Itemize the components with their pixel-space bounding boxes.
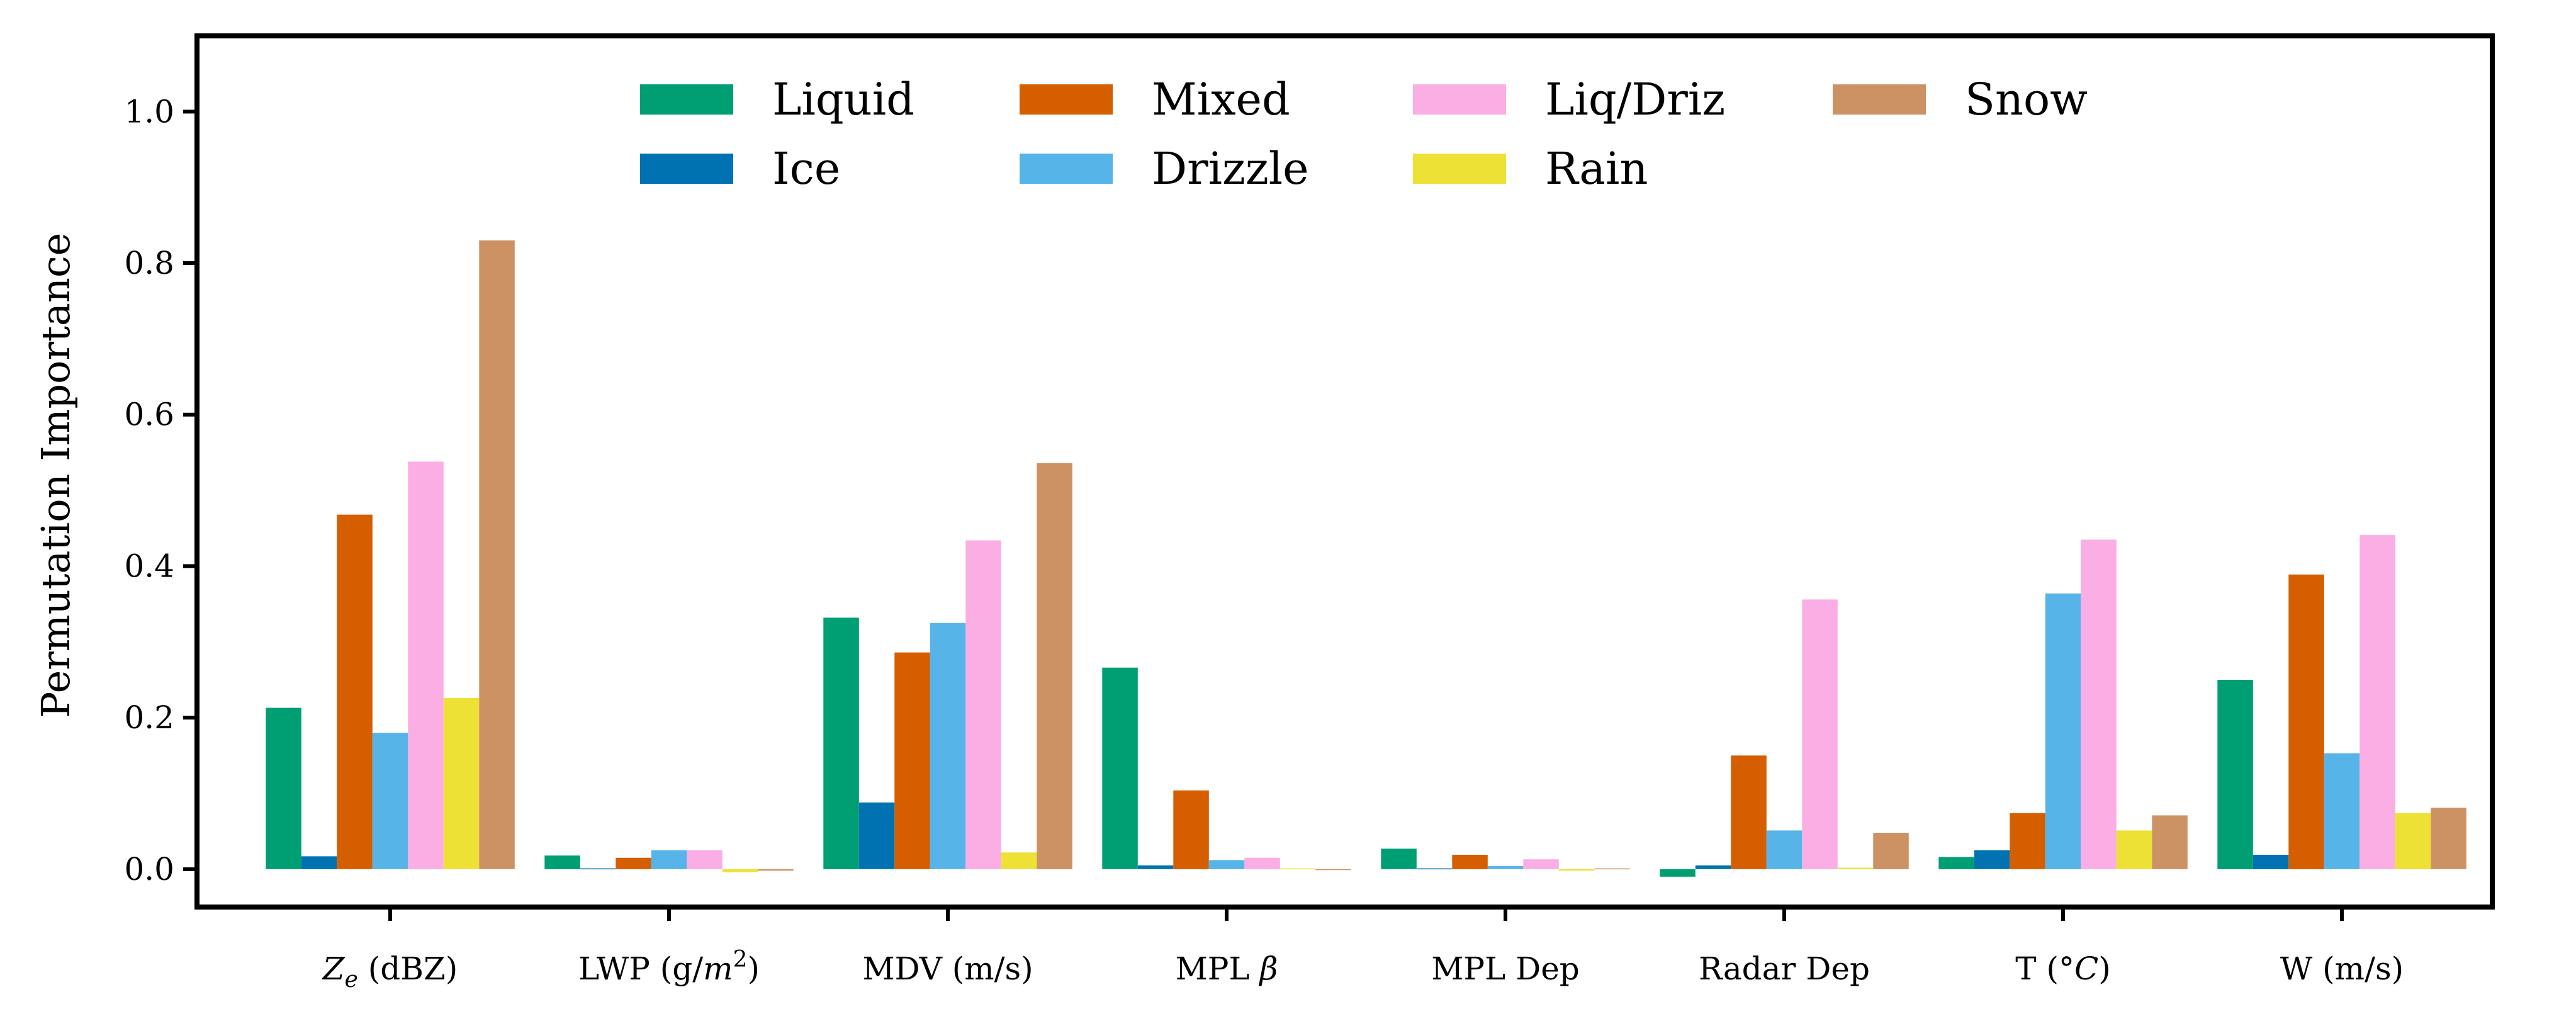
bar-snow-6 bbox=[2152, 815, 2188, 869]
bar-drizzle-1 bbox=[651, 850, 687, 869]
y-tick-label: 0.8 bbox=[124, 245, 174, 281]
legend-label-drizzle: Drizzle bbox=[1152, 143, 1309, 194]
bar-mixed-0 bbox=[337, 514, 373, 869]
bar-drizzle-4 bbox=[1487, 866, 1524, 869]
bar-liquid-4 bbox=[1381, 848, 1417, 869]
x-tick-label-1: LWP (g/m2) bbox=[578, 947, 760, 987]
bar-liq-driz-4 bbox=[1523, 859, 1559, 869]
bar-ice-7 bbox=[2253, 855, 2289, 869]
bar-mixed-4 bbox=[1452, 855, 1488, 869]
bar-snow-4 bbox=[1594, 868, 1630, 870]
legend-label-snow: Snow bbox=[1965, 74, 2088, 125]
bar-mixed-7 bbox=[2288, 574, 2324, 869]
bar-mixed-6 bbox=[2010, 813, 2045, 869]
bar-rain-0 bbox=[443, 697, 480, 869]
bar-rain-5 bbox=[1837, 867, 1874, 869]
bar-mixed-3 bbox=[1173, 790, 1209, 869]
legend-label-ice: Ice bbox=[772, 143, 840, 194]
bar-snow-7 bbox=[2431, 808, 2466, 869]
bar-snow-3 bbox=[1315, 869, 1351, 871]
bar-liquid-6 bbox=[1938, 857, 1974, 869]
bar-liq-driz-0 bbox=[408, 461, 444, 869]
legend-swatch-ice bbox=[640, 154, 733, 184]
x-tick-label-6: T (°C) bbox=[2015, 950, 2111, 987]
bar-liquid-5 bbox=[1660, 869, 1696, 877]
y-axis: 0.0 0.2 0.4 0.6 0.8 1.0 bbox=[124, 93, 197, 888]
bar-drizzle-0 bbox=[372, 733, 408, 869]
bar-ice-0 bbox=[301, 856, 337, 869]
bar-liquid-0 bbox=[266, 707, 301, 869]
bar-snow-5 bbox=[1873, 833, 1909, 869]
x-tick-label-0: Ze (dBZ) bbox=[322, 950, 458, 993]
legend-swatch-rain bbox=[1413, 154, 1506, 184]
bar-ice-3 bbox=[1137, 865, 1174, 869]
legend: Liquid Ice Mixed Drizzle Liq/Driz Rain Snow bbox=[640, 74, 2088, 194]
x-tick-label-4: MPL Dep bbox=[1431, 950, 1580, 987]
bar-mixed-5 bbox=[1731, 755, 1767, 869]
bar-mixed-2 bbox=[894, 652, 930, 869]
legend-swatch-mixed bbox=[1020, 84, 1113, 115]
bar-drizzle-5 bbox=[1766, 830, 1803, 869]
bar-snow-1 bbox=[758, 869, 794, 871]
y-tick-label: 0.4 bbox=[124, 548, 174, 584]
bar-drizzle-6 bbox=[2045, 593, 2081, 869]
bar-ice-6 bbox=[1974, 850, 2010, 869]
x-tick-label-5: Radar Dep bbox=[1699, 950, 1870, 987]
bar-ice-2 bbox=[858, 802, 895, 869]
bar-liquid-1 bbox=[544, 855, 580, 869]
bar-liq-driz-7 bbox=[2359, 535, 2395, 869]
legend-label-rain: Rain bbox=[1545, 143, 1648, 194]
x-tick-label-3: MPL β bbox=[1176, 950, 1278, 987]
bar-liq-driz-1 bbox=[687, 850, 723, 869]
plot-frame bbox=[194, 33, 2495, 910]
bar-mixed-1 bbox=[616, 857, 651, 869]
bar-snow-0 bbox=[479, 240, 515, 869]
bar-liq-driz-3 bbox=[1244, 857, 1280, 869]
bar-drizzle-3 bbox=[1208, 860, 1245, 869]
bar-liquid-2 bbox=[823, 617, 859, 869]
bar-ice-5 bbox=[1695, 865, 1731, 869]
legend-label-liquid: Liquid bbox=[772, 74, 914, 125]
legend-swatch-liq-driz bbox=[1413, 84, 1506, 115]
bar-drizzle-7 bbox=[2324, 753, 2360, 869]
y-axis-title: Permutation Importance bbox=[33, 233, 79, 718]
bar-rain-3 bbox=[1280, 868, 1316, 870]
bar-rain-4 bbox=[1558, 869, 1595, 871]
bar-rain-1 bbox=[722, 869, 758, 872]
bar-liq-driz-5 bbox=[1802, 599, 1838, 869]
y-tick-label: 0.6 bbox=[124, 397, 174, 433]
bars-layer bbox=[266, 240, 2466, 877]
bar-liquid-7 bbox=[2217, 680, 2253, 869]
bar-drizzle-2 bbox=[930, 623, 966, 869]
bar-liq-driz-2 bbox=[965, 540, 1001, 869]
legend-label-liq-driz: Liq/Driz bbox=[1545, 74, 1725, 125]
y-tick-label: 0.2 bbox=[124, 699, 174, 736]
x-tick-label-7: W (m/s) bbox=[2280, 950, 2404, 987]
bar-ice-1 bbox=[580, 868, 616, 870]
legend-swatch-drizzle bbox=[1020, 154, 1113, 184]
legend-swatch-snow bbox=[1833, 84, 1926, 115]
bar-rain-7 bbox=[2395, 813, 2431, 869]
bar-ice-4 bbox=[1416, 868, 1453, 870]
bar-liq-driz-6 bbox=[2081, 539, 2117, 869]
legend-label-mixed: Mixed bbox=[1152, 74, 1290, 125]
bar-rain-6 bbox=[2116, 830, 2152, 869]
legend-swatch-liquid bbox=[640, 84, 733, 115]
y-tick-label: 1.0 bbox=[124, 93, 174, 130]
y-tick-label: 0.0 bbox=[124, 851, 174, 888]
bar-snow-2 bbox=[1037, 463, 1072, 869]
x-tick-label-2: MDV (m/s) bbox=[862, 950, 1033, 987]
bar-liquid-3 bbox=[1102, 667, 1138, 869]
x-axis: Ze (dBZ) LWP (g/m2) MDV (m/s) MPL β MPL Dep R… bbox=[322, 907, 2404, 993]
bar-rain-2 bbox=[1001, 852, 1037, 869]
